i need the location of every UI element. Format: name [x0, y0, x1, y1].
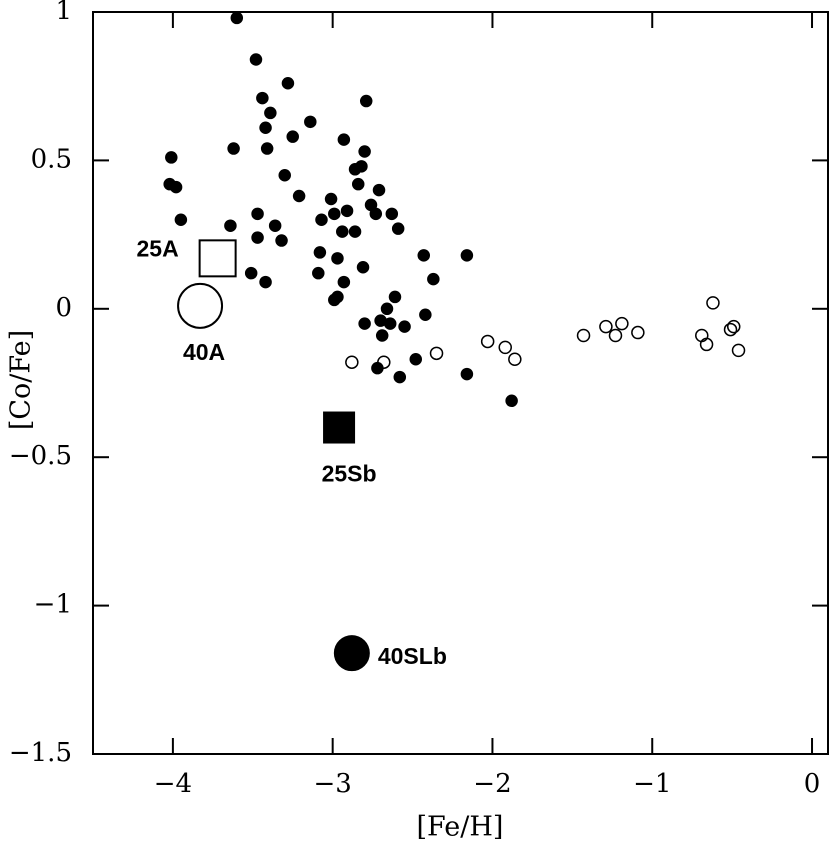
y-tick-label: 0.5: [31, 144, 72, 174]
model-label: 40A: [183, 339, 225, 365]
filled-point: [278, 168, 291, 182]
filled-point: [351, 177, 365, 191]
open-point: [723, 322, 738, 337]
filled-point: [372, 183, 386, 197]
filled-point: [313, 246, 327, 259]
filled-point: [337, 133, 351, 146]
open-point: [345, 355, 359, 369]
filled-point: [312, 266, 325, 280]
x-tick-label: −2: [473, 769, 511, 799]
filled-point: [380, 302, 394, 316]
filled-point: [256, 91, 269, 105]
open-point: [699, 337, 714, 352]
filled-point: [385, 207, 399, 221]
filled-point: [417, 249, 430, 262]
y-tick-label: −0.5: [9, 441, 72, 471]
filled-point: [358, 145, 371, 158]
filled-point: [249, 53, 263, 66]
filled-point: [227, 142, 240, 155]
x-tick-label: −1: [633, 769, 671, 799]
filled-point: [388, 290, 402, 304]
open-point: [599, 319, 613, 334]
plot-frame: [92, 11, 829, 755]
filled-point: [383, 317, 397, 330]
filled-point: [259, 275, 272, 289]
filled-point: [259, 121, 272, 135]
filled-point: [264, 106, 277, 120]
filled-point: [460, 367, 474, 381]
filled-point: [165, 151, 178, 164]
filled-point: [286, 130, 299, 143]
x-tick-label: −4: [154, 769, 192, 799]
open-point: [726, 319, 741, 334]
filled-point: [268, 219, 282, 232]
filled-point: [398, 320, 411, 333]
x-axis-label: [Fe/H]: [417, 812, 504, 843]
open-point: [608, 328, 623, 343]
model-circle: [177, 282, 224, 329]
open-point: [498, 340, 512, 355]
filled-point: [358, 317, 371, 330]
filled-point: [348, 163, 362, 176]
filled-point: [281, 76, 295, 90]
model-label: 40SLb: [378, 643, 447, 669]
filled-point: [337, 275, 351, 289]
filled-point: [251, 207, 264, 221]
model-square: [198, 239, 237, 278]
filled-point: [174, 213, 188, 227]
y-axis-label: [Co/Fe]: [6, 330, 37, 430]
filled-point: [419, 308, 432, 321]
filled-point: [304, 115, 317, 129]
filled-point: [169, 180, 183, 194]
filled-point: [460, 249, 474, 262]
filled-point: [409, 353, 423, 366]
y-tick-label: −1: [34, 590, 72, 620]
filled-point: [251, 231, 264, 244]
model-label: 25A: [137, 235, 179, 261]
filled-point: [356, 260, 370, 274]
open-point: [429, 346, 444, 361]
filled-point: [230, 11, 244, 25]
y-tick-label: 1: [55, 0, 72, 26]
filled-point: [427, 272, 440, 286]
filled-point: [505, 394, 518, 408]
open-point: [576, 328, 591, 343]
y-tick-label: 0: [55, 293, 72, 323]
open-point: [377, 355, 391, 369]
open-point: [706, 296, 720, 310]
filled-point: [244, 266, 258, 280]
filled-point: [393, 370, 407, 384]
filled-point: [315, 213, 328, 227]
filled-point: [292, 189, 306, 203]
filled-point: [324, 192, 338, 206]
model-label: 25Sb: [322, 461, 377, 487]
open-point: [508, 352, 522, 367]
open-point: [615, 316, 629, 331]
y-tick-label: −1.5: [9, 738, 72, 768]
open-point: [480, 334, 495, 349]
filled-point: [224, 219, 237, 232]
filled-point: [340, 204, 354, 218]
filled-point: [369, 207, 383, 221]
filled-point: [328, 293, 341, 307]
open-point: [731, 343, 746, 358]
filled-point: [260, 142, 274, 155]
filled-point: [348, 225, 362, 238]
x-tick-label: −3: [314, 769, 352, 799]
filled-point: [328, 207, 341, 221]
model-square: [323, 411, 356, 444]
filled-point: [331, 252, 344, 265]
filled-point: [375, 329, 389, 342]
filled-point: [336, 225, 349, 238]
open-point: [631, 325, 645, 340]
filled-point: [391, 222, 405, 235]
filled-point: [359, 94, 373, 108]
model-circle: [333, 635, 370, 672]
filled-point: [275, 234, 288, 247]
x-tick-label: 0: [804, 769, 821, 799]
